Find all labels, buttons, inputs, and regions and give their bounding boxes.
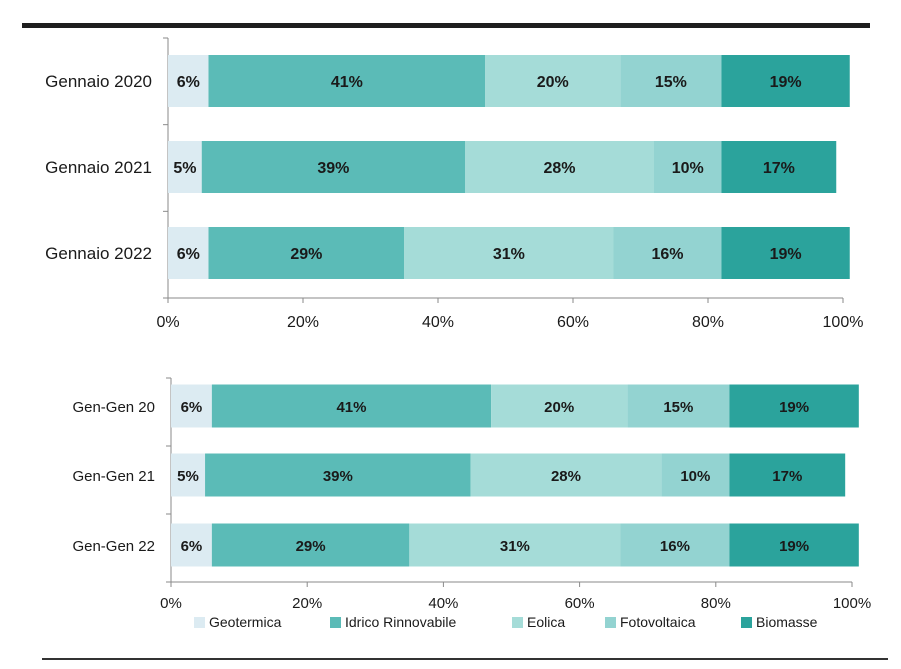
data-label: 19%	[770, 74, 802, 91]
bottom-rule	[42, 658, 888, 660]
data-label: 19%	[779, 399, 809, 416]
bar-segment	[491, 384, 628, 428]
data-label: 16%	[660, 538, 690, 555]
legend-label: Biomasse	[756, 614, 818, 630]
data-label: 20%	[537, 74, 569, 91]
bar-segment	[211, 384, 492, 428]
data-label: 5%	[173, 160, 196, 177]
bar-segment	[168, 55, 209, 107]
data-label: 39%	[323, 468, 353, 485]
bar-segment	[404, 227, 614, 279]
category-label: Gen-Gen 20	[72, 399, 155, 416]
data-label: 20%	[544, 399, 574, 416]
category-label: Gennaio 2020	[45, 72, 152, 91]
x-tick-label: 60%	[557, 314, 589, 331]
data-label: 19%	[779, 538, 809, 555]
bar-segment	[620, 55, 722, 107]
legend-swatch	[605, 617, 616, 628]
data-label: 19%	[770, 246, 802, 263]
legend-swatch	[512, 617, 523, 628]
bar-segment	[409, 523, 621, 567]
bar-segment	[168, 141, 202, 193]
x-tick-label: 80%	[692, 314, 724, 331]
bar-segment	[168, 227, 209, 279]
data-label: 15%	[663, 399, 693, 416]
bar-segment	[661, 453, 730, 497]
x-tick-label: 80%	[701, 595, 731, 612]
category-label: Gen-Gen 21	[72, 468, 155, 485]
data-label: 29%	[290, 246, 322, 263]
x-tick-label: 40%	[428, 595, 458, 612]
bar-segment	[721, 141, 837, 193]
category-label: Gen-Gen 22	[72, 538, 155, 555]
bar-segment	[485, 55, 621, 107]
bar-segment	[211, 523, 410, 567]
bar-segment	[465, 141, 654, 193]
legend-swatch	[741, 617, 752, 628]
x-tick-label: 60%	[565, 595, 595, 612]
data-label: 17%	[772, 468, 802, 485]
bar-segment	[470, 453, 662, 497]
legend-swatch	[194, 617, 205, 628]
legend-label: Eolica	[527, 614, 565, 630]
bar-segment	[729, 384, 859, 428]
bar-segment	[613, 227, 722, 279]
data-label: 28%	[543, 160, 575, 177]
data-label: 6%	[181, 538, 203, 555]
data-label: 31%	[500, 538, 530, 555]
x-tick-label: 40%	[422, 314, 454, 331]
bar-segment	[205, 453, 471, 497]
bar-segment	[721, 55, 850, 107]
data-label: 16%	[651, 246, 683, 263]
x-tick-label: 100%	[833, 595, 871, 612]
data-label: 5%	[177, 468, 199, 485]
bar-segment	[171, 384, 212, 428]
data-label: 6%	[181, 399, 203, 416]
bar-segment	[171, 523, 212, 567]
data-label: 6%	[177, 74, 200, 91]
x-tick-label: 0%	[156, 314, 179, 331]
chart-1: 0% 20% 40% 60% 80% 100% Gennaio 2020 6% 41% 20% 15…	[45, 37, 864, 331]
legend: Geotermica Idrico Rinnovabile Eolica Fotovo…	[194, 614, 818, 630]
data-label: 6%	[177, 246, 200, 263]
bar-segment	[208, 227, 405, 279]
data-label: 17%	[763, 160, 795, 177]
x-tick-label: 0%	[160, 595, 182, 612]
data-label: 29%	[296, 538, 326, 555]
data-label: 31%	[493, 246, 525, 263]
data-label: 41%	[331, 74, 363, 91]
x-tick-label: 20%	[287, 314, 319, 331]
data-label: 28%	[551, 468, 581, 485]
bar-segment	[654, 141, 722, 193]
bar-segment	[208, 55, 486, 107]
legend-label: Fotovoltaica	[620, 614, 696, 630]
bar-segment	[620, 523, 730, 567]
top-rule	[22, 23, 870, 28]
data-label: 10%	[680, 468, 710, 485]
data-label: 39%	[317, 160, 349, 177]
bar-segment	[201, 141, 465, 193]
legend-swatch	[330, 617, 341, 628]
bar-segment	[171, 453, 206, 497]
x-tick-label: 20%	[292, 595, 322, 612]
category-label: Gennaio 2022	[45, 244, 152, 263]
data-label: 15%	[655, 74, 687, 91]
bar-segment	[729, 523, 859, 567]
data-label: 41%	[336, 399, 366, 416]
data-label: 10%	[672, 160, 704, 177]
legend-label: Idrico Rinnovabile	[345, 614, 456, 630]
bar-segment	[627, 384, 730, 428]
chart-2: 0% 20% 40% 60% 80% 100% Gen-Gen 20 6% 41% 20% 15% 1…	[72, 377, 871, 612]
bar-segment	[729, 453, 846, 497]
bar-segment	[721, 227, 850, 279]
x-tick-label: 100%	[823, 314, 864, 331]
legend-label: Geotermica	[209, 614, 282, 630]
category-label: Gennaio 2021	[45, 158, 152, 177]
